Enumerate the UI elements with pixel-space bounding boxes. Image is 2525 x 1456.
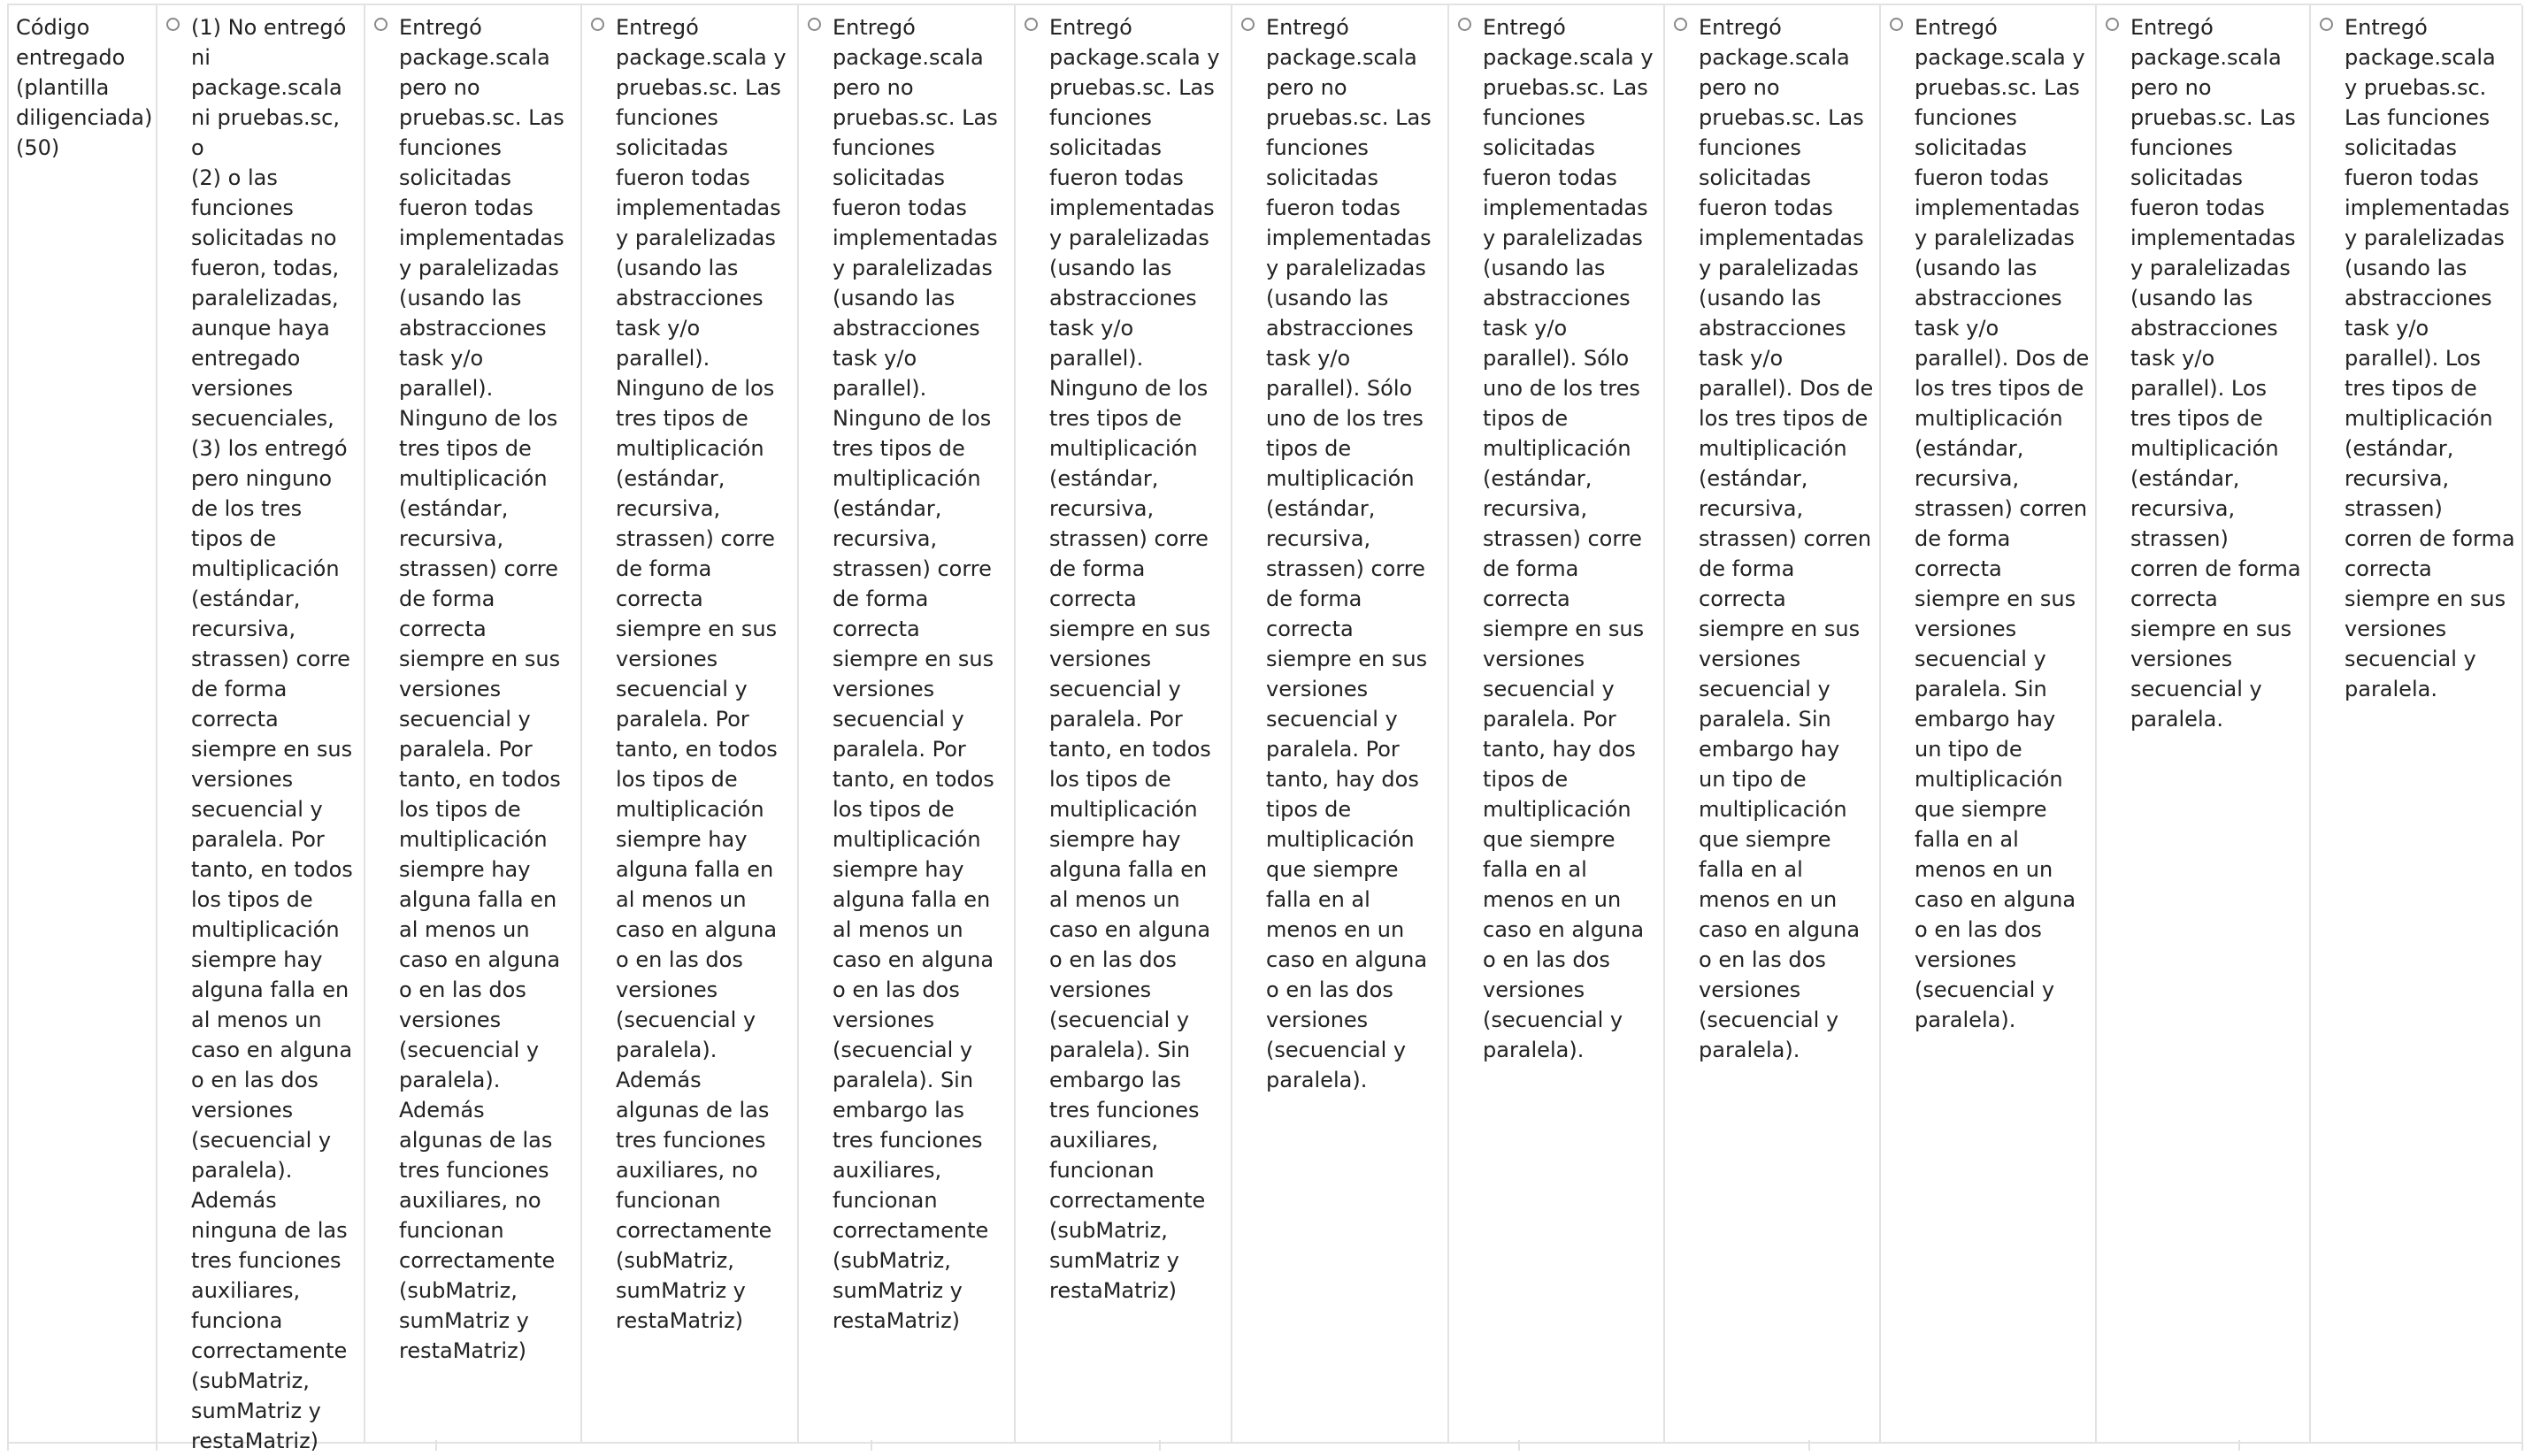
criterion-label: Código entregado (plantilla diligenciada…	[16, 15, 153, 160]
cell-divider	[2238, 1440, 2240, 1451]
rating-description: Entregó package.scala pero no pruebas.sc…	[399, 15, 564, 1363]
rating-description: Entregó package.scala pero no pruebas.sc…	[1699, 15, 1874, 1062]
rating-option-6[interactable]: Entregó package.scala pero no pruebas.sc…	[1232, 5, 1449, 1442]
rubric-table: Código entregado (plantilla diligenciada…	[7, 4, 2523, 1453]
cell-divider	[435, 1440, 437, 1451]
radio-button[interactable]	[1890, 18, 1903, 31]
rating-description: Entregó package.scala pero no pruebas.sc…	[2130, 15, 2301, 732]
cell-divider	[2521, 1440, 2523, 1451]
cell-divider	[7, 1440, 9, 1451]
rating-option-11[interactable]: Entregó package.scala y pruebas.sc. Las …	[2311, 5, 2523, 1442]
radio-button[interactable]	[2320, 18, 2333, 31]
rating-option-4[interactable]: Entregó package.scala pero no pruebas.sc…	[799, 5, 1016, 1442]
cell-divider	[1159, 1440, 1161, 1451]
radio-button[interactable]	[1458, 18, 1471, 31]
radio-button[interactable]	[2106, 18, 2119, 31]
radio-button[interactable]	[1674, 18, 1687, 31]
rating-option-5[interactable]: Entregó package.scala y pruebas.sc. Las …	[1016, 5, 1232, 1442]
cell-divider	[1518, 1440, 1520, 1451]
rating-description: (1) No entregó ni package.scala ni prueb…	[191, 15, 353, 1453]
cell-divider	[1808, 1440, 1810, 1451]
rating-option-7[interactable]: Entregó package.scala y pruebas.sc. Las …	[1449, 5, 1665, 1442]
rating-option-9[interactable]: Entregó package.scala y pruebas.sc. Las …	[1881, 5, 2097, 1442]
rating-option-1[interactable]: (1) No entregó ni package.scala ni prueb…	[157, 5, 365, 1453]
cell-divider	[156, 1440, 157, 1451]
radio-button[interactable]	[1241, 18, 1255, 31]
radio-button[interactable]	[1025, 18, 1038, 31]
rating-description: Entregó package.scala pero no pruebas.sc…	[1266, 15, 1431, 1092]
cell-divider	[871, 1440, 872, 1451]
radio-button[interactable]	[166, 18, 180, 31]
rating-description: Entregó package.scala pero no pruebas.sc…	[833, 15, 998, 1333]
rating-description: Entregó package.scala y pruebas.sc. Las …	[1915, 15, 2090, 1032]
rating-description: Entregó package.scala y pruebas.sc. Las …	[1483, 15, 1654, 1062]
rating-option-10[interactable]: Entregó package.scala pero no pruebas.sc…	[2097, 5, 2311, 1442]
rating-option-3[interactable]: Entregó package.scala y pruebas.sc. Las …	[582, 5, 799, 1442]
radio-button[interactable]	[374, 18, 388, 31]
next-row-strip	[0, 1440, 2525, 1451]
rating-description: Entregó package.scala y pruebas.sc. Las …	[2345, 15, 2515, 701]
rating-option-8[interactable]: Entregó package.scala pero no pruebas.sc…	[1665, 5, 1881, 1442]
rating-option-2[interactable]: Entregó package.scala pero no pruebas.sc…	[365, 5, 582, 1442]
radio-button[interactable]	[808, 18, 821, 31]
rating-description: Entregó package.scala y pruebas.sc. Las …	[1049, 15, 1220, 1303]
rating-description: Entregó package.scala y pruebas.sc. Las …	[616, 15, 787, 1333]
radio-button[interactable]	[591, 18, 604, 31]
criterion-cell: Código entregado (plantilla diligenciada…	[9, 5, 157, 1442]
